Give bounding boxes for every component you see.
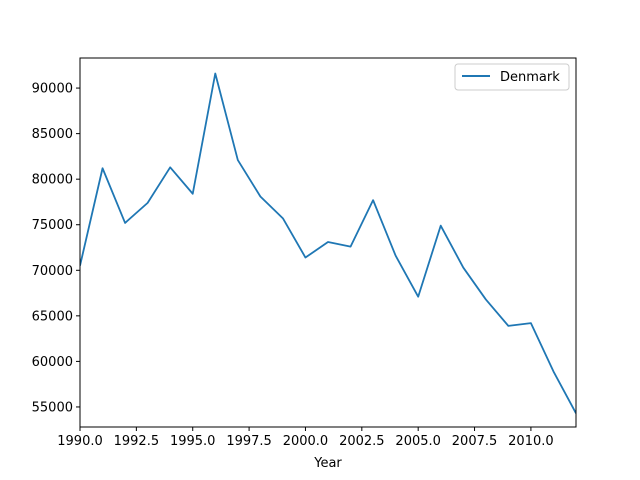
legend: Denmark: [454, 63, 570, 91]
x-tick-label: 1995.0: [170, 434, 216, 449]
legend-label-denmark: Denmark: [500, 70, 560, 85]
x-tick-label: 2007.5: [452, 434, 498, 449]
axes-frame: [79, 57, 577, 428]
plot-area: [80, 72, 576, 414]
y-tick-label: 75000: [32, 218, 73, 233]
series-line-denmark: [80, 72, 576, 414]
y-tick-label: 70000: [32, 264, 73, 279]
y-tick-label: 65000: [32, 309, 73, 324]
legend-box: [454, 63, 570, 91]
x-tick-label: 2005.0: [395, 434, 441, 449]
y-tick-label: 85000: [32, 127, 73, 142]
x-tick-label: 2002.5: [339, 434, 385, 449]
y-tick-label: 60000: [32, 355, 73, 370]
x-tick-label: 2010.0: [508, 434, 554, 449]
x-tick-label: 1992.5: [114, 434, 160, 449]
y-tick-label: 80000: [32, 173, 73, 188]
x-tick-label: 2000.0: [283, 434, 329, 449]
y-tick-label: 55000: [32, 400, 73, 415]
y-tick-label: 90000: [32, 82, 73, 97]
x-tick-label: 1990.0: [57, 434, 103, 449]
x-axis-ticks: 1990.0 1992.5 1995.0 1997.5 2000.0 2002.5 2005…: [57, 427, 554, 449]
x-tick-label: 1997.5: [226, 434, 272, 449]
x-axis-label: Year: [313, 456, 342, 471]
y-axis-ticks: 55000 60000 65000 70000 75000 80000 85000 90000: [32, 82, 80, 415]
